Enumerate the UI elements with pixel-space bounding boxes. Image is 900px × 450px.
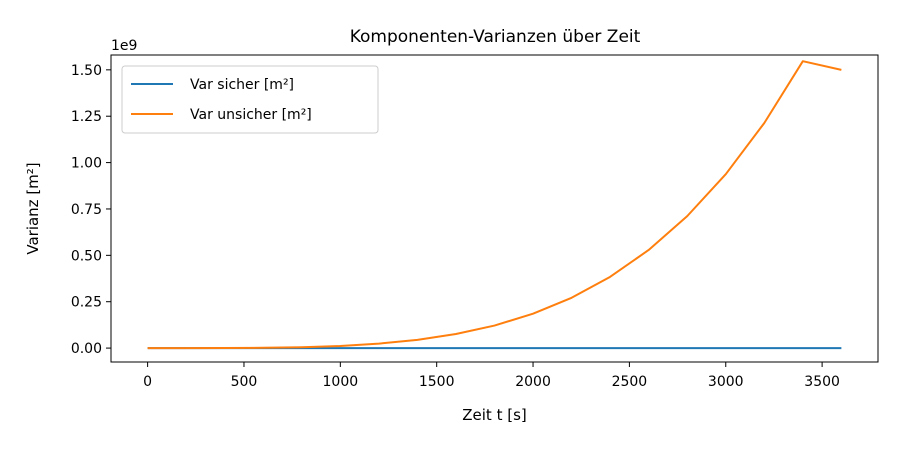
legend: Var sicher [m²] Var unsicher [m²]	[121, 65, 379, 134]
y-tick-label: 1.25	[71, 109, 102, 125]
x-tick-label: 3000	[708, 374, 744, 390]
y-tick-label: 0.75	[71, 202, 102, 218]
x-tick-label: 2000	[515, 374, 551, 390]
x-tick-label: 3500	[804, 374, 840, 390]
x-axis: 0 500 1000 1500 2000 2500 3000 3500	[143, 362, 840, 390]
legend-box	[121, 65, 379, 134]
x-tick-label: 1500	[419, 374, 455, 390]
legend-label-var-unsicher: Var unsicher [m²]	[190, 107, 312, 123]
y-tick-label: 1.00	[71, 156, 102, 172]
x-tick-label: 2500	[612, 374, 648, 390]
legend-label-var-sicher: Var sicher [m²]	[190, 77, 294, 93]
y-axis: 0.00 0.25 0.50 0.75 1.00 1.25 1.50	[71, 63, 111, 357]
y-tick-label: 0.00	[71, 341, 102, 357]
y-offset-label: 1e9	[111, 38, 137, 54]
x-tick-label: 0	[143, 374, 152, 390]
y-tick-label: 0.50	[71, 248, 102, 264]
plot-series	[147, 60, 842, 350]
y-tick-label: 0.25	[71, 295, 102, 311]
y-tick-label: 1.50	[71, 63, 102, 79]
x-axis-label: Zeit t [s]	[462, 406, 527, 424]
chart-title: Komponenten-Varianzen über Zeit	[350, 27, 641, 47]
series-line-var-unsicher	[147, 60, 842, 350]
x-tick-label: 1000	[323, 374, 359, 390]
x-tick-label: 500	[231, 374, 258, 390]
y-axis-label: Varianz [m²]	[24, 162, 42, 254]
